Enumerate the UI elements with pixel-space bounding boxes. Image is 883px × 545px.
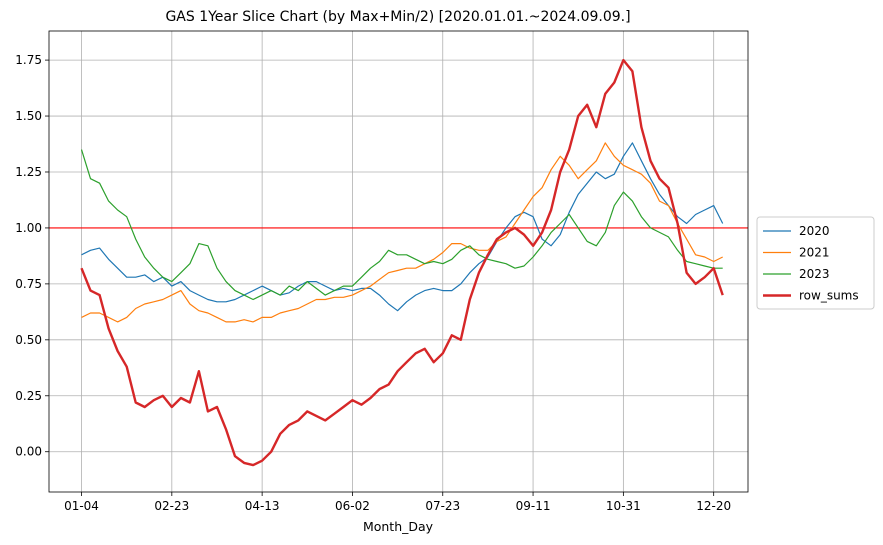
y-tick-label: 1.00: [15, 221, 42, 235]
x-tick-label: 10-31: [606, 499, 641, 513]
x-tick-label: 04-13: [245, 499, 280, 513]
x-tick-label: 09-11: [516, 499, 551, 513]
plot-area-frame: [48, 30, 749, 493]
legend-label: 2020: [799, 224, 830, 238]
chart-title: GAS 1Year Slice Chart (by Max+Min/2) [20…: [165, 9, 630, 25]
x-tick-label: 12-20: [696, 499, 731, 513]
x-tick-label: 06-02: [335, 499, 370, 513]
y-tick-label: 0.75: [15, 277, 42, 291]
series-line-2020: [81, 142, 724, 312]
y-tick-label: 0.50: [15, 333, 42, 347]
legend-label: 2021: [799, 246, 830, 260]
x-axis-label: Month_Day: [363, 519, 434, 534]
series-line-2021: [81, 142, 723, 323]
legend-box: [756, 216, 875, 310]
x-tick-label: 01-04: [64, 499, 99, 513]
y-tick-label: 0.25: [15, 389, 42, 403]
y-tick-label: 1.25: [15, 165, 42, 179]
series-line-row_sums: [80, 58, 724, 467]
y-tick-label: 1.75: [15, 53, 42, 67]
series-line-2023: [80, 149, 723, 301]
y-tick-label: 1.50: [15, 109, 42, 123]
x-tick-label: 07-23: [425, 499, 460, 513]
legend-label: row_sums: [799, 289, 859, 303]
grid-lines: [49, 31, 748, 492]
x-tick-label: 02-23: [154, 499, 189, 513]
y-tick-label: 0.00: [15, 445, 42, 459]
x-axis: 01-04 02-23 04-13 06-02 07-23 09-11 10-31 12-20: [64, 492, 731, 513]
legend: 2020 2021 2023 row_sums: [756, 216, 875, 310]
legend-label: 2023: [799, 267, 830, 281]
series-layer: [80, 58, 724, 467]
y-axis: 0.00 0.25 0.50 0.75 1.00 1.25 1.50 1.75: [15, 53, 49, 459]
